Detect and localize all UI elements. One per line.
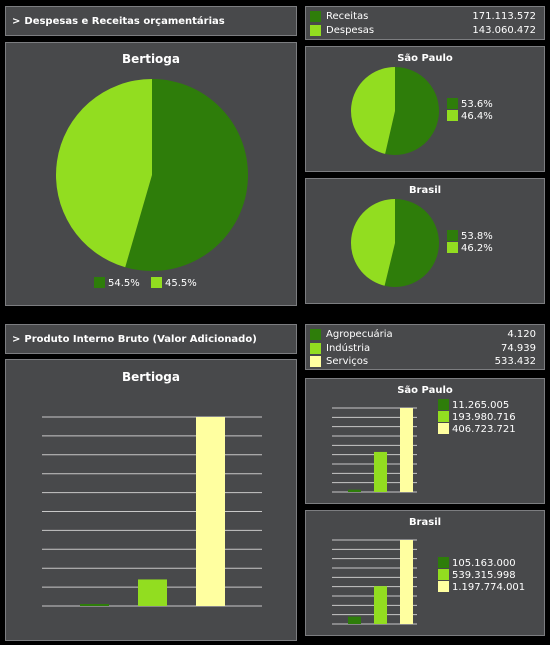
chart-title: Bertioga [122, 52, 180, 66]
bar-label-industria: 539.315.998 [438, 569, 516, 581]
bar-value-label: 11.265.005 [452, 400, 510, 411]
legend-swatch [94, 277, 105, 288]
pie-slice-1 [55, 79, 152, 268]
bar-value-label: 193.980.716 [452, 412, 516, 423]
legend-swatch [438, 399, 449, 410]
legend-label: Serviços [326, 356, 369, 367]
legend-value: 533.432 [494, 356, 536, 367]
chart-panel-brasil-pie: Brasil 53.8% 46.2% [305, 178, 545, 304]
chart-title: Bertioga [122, 370, 180, 384]
bar-label-servicos: 406.723.721 [438, 423, 516, 435]
bar-label-industria: 193.980.716 [438, 411, 516, 423]
pie-label-despesas: 46.4% [447, 110, 493, 122]
legend-swatch [438, 557, 449, 568]
pie-slice-1 [351, 199, 395, 286]
bar-indústria [374, 451, 387, 492]
legend-label: Agropecuária [326, 329, 393, 340]
section-header-despesas[interactable]: > Despesas e Receitas orçamentárias [5, 6, 297, 36]
section-header-title: Despesas e Receitas orçamentárias [24, 16, 225, 27]
pie-label-receitas: 54.5% [94, 277, 140, 289]
bar-value-label: 406.723.721 [452, 424, 516, 435]
section-header-title: Produto Interno Bruto (Valor Adicionado) [24, 334, 257, 345]
legend-item-despesas: Despesas 143.060.472 [306, 25, 544, 38]
legend-swatch [438, 423, 449, 434]
bar-value-label: 539.315.998 [452, 570, 516, 581]
legend-label: Despesas [326, 25, 375, 36]
pie-label-despesas: 45.5% [151, 277, 197, 289]
pie-label-despesas: 46.2% [447, 242, 493, 254]
pie-slice-1 [350, 67, 395, 154]
bar-value-label: 1.197.774.001 [452, 582, 526, 593]
legend-item-receitas: Receitas 171.113.572 [306, 11, 544, 24]
bar-agropecuária [348, 489, 361, 492]
pie-pct: 53.6% [461, 99, 493, 110]
bar-indústria [138, 579, 167, 606]
bar-chart-saopaulo [332, 407, 417, 493]
legend-item-industria: Indústria 74.939 [306, 343, 544, 356]
legend-swatch [310, 356, 321, 367]
pie-slice-0 [384, 199, 439, 287]
pie-chart-bertioga [55, 79, 248, 271]
expand-arrow-icon: > [12, 334, 21, 345]
legend-item-agropecuaria: Agropecuária 4.120 [306, 329, 544, 342]
bar-indústria [374, 586, 387, 624]
pie-chart-saopaulo [350, 67, 439, 155]
legend-swatch [447, 98, 458, 109]
chart-title: Brasil [408, 517, 442, 528]
bar-serviços [400, 540, 413, 624]
pie-pct: 46.2% [461, 243, 493, 254]
legend-swatch [151, 277, 162, 288]
legend-pib: Agropecuária 4.120 Indústria 74.939 Serv… [305, 324, 545, 370]
legend-value: 171.113.572 [472, 11, 536, 22]
pie-label-receitas: 53.6% [447, 98, 493, 110]
legend-swatch [438, 569, 449, 580]
chart-panel-saopaulo-pie: São Paulo 53.6% 46.4% [305, 46, 545, 172]
legend-swatch [447, 230, 458, 241]
pie-label-receitas: 53.8% [447, 230, 493, 242]
legend-swatch [438, 581, 449, 592]
pie-slice-0 [385, 67, 439, 155]
pie-chart-brasil [351, 199, 439, 287]
pie-pct: 45.5% [165, 278, 197, 289]
bar-agropecuária [80, 604, 109, 606]
pie-pct: 53.8% [461, 231, 493, 242]
bar-chart-brasil [332, 539, 417, 625]
bar-label-agropecuaria: 11.265.005 [438, 399, 509, 411]
legend-value: 4.120 [507, 329, 536, 340]
legend-label: Receitas [326, 11, 369, 22]
legend-value: 74.939 [501, 343, 536, 354]
bar-label-servicos: 1.197.774.001 [438, 581, 525, 593]
chart-panel-bertioga-pie: Bertioga 54.5% 45.5% [5, 42, 297, 306]
chart-panel-saopaulo-bar: São Paulo 11.265.005 193.980.716 406.723… [305, 378, 545, 504]
bar-value-label: 105.163.000 [452, 558, 516, 569]
chart-panel-bertioga-bar: Bertioga [5, 359, 297, 641]
legend-item-servicos: Serviços 533.432 [306, 356, 544, 369]
section-header-despesas-text: > Despesas e Receitas orçamentárias [12, 16, 225, 27]
section-header-pib[interactable]: > Produto Interno Bruto (Valor Adicionado… [5, 324, 297, 354]
bar-serviços [400, 408, 413, 492]
pie-pct: 46.4% [461, 111, 493, 122]
legend-swatch [310, 25, 321, 36]
pie-slice-0 [125, 79, 248, 271]
legend-swatch [438, 411, 449, 422]
legend-swatch [447, 242, 458, 253]
bar-chart-bertioga [42, 416, 262, 607]
chart-title: São Paulo [397, 385, 453, 396]
bar-agropecuária [348, 616, 361, 624]
bar-label-agropecuaria: 105.163.000 [438, 557, 516, 569]
section-header-pib-text: > Produto Interno Bruto (Valor Adicionado… [12, 334, 257, 345]
chart-panel-brasil-bar: Brasil 105.163.000 539.315.998 1.197.774… [305, 510, 545, 636]
legend-value: 143.060.472 [472, 25, 536, 36]
legend-despesas: Receitas 171.113.572 Despesas 143.060.47… [305, 6, 545, 40]
legend-swatch [310, 343, 321, 354]
bar-serviços [196, 417, 225, 606]
chart-title: São Paulo [397, 53, 453, 64]
chart-title: Brasil [408, 185, 442, 196]
legend-label: Indústria [326, 343, 371, 354]
pie-pct: 54.5% [108, 278, 140, 289]
legend-swatch [310, 329, 321, 340]
legend-swatch [447, 110, 458, 121]
expand-arrow-icon: > [12, 16, 21, 27]
legend-swatch [310, 11, 321, 22]
